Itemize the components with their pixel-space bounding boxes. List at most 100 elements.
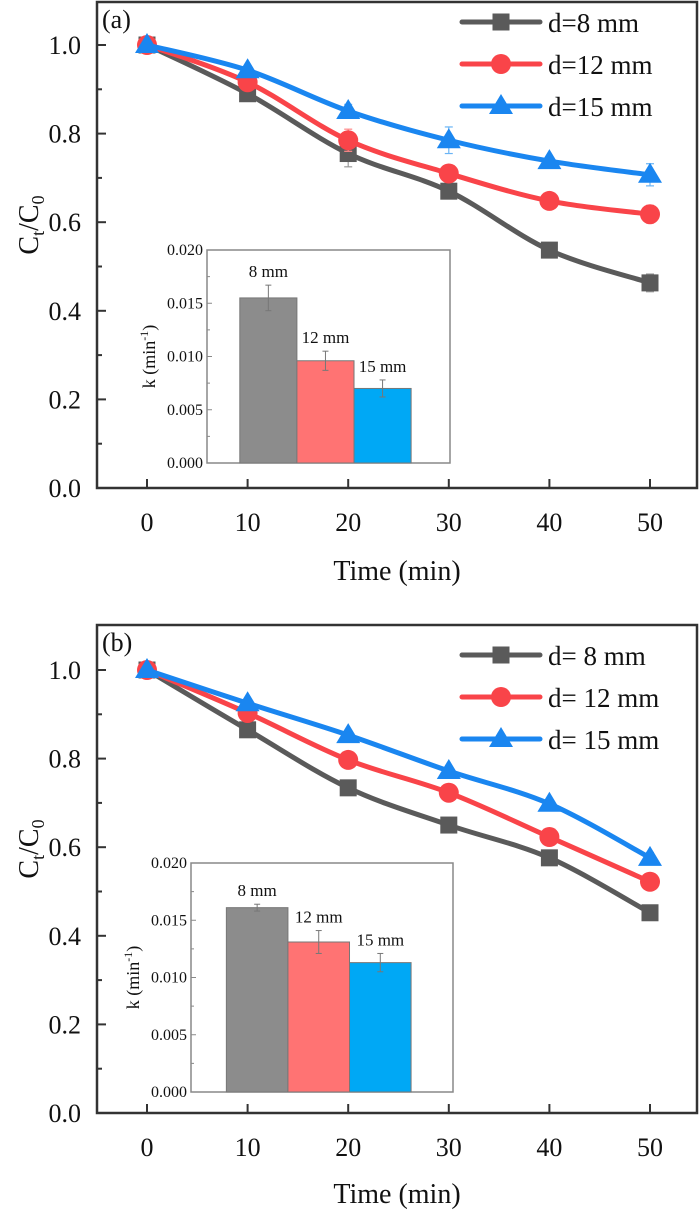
legend-marker-circle [491,54,511,74]
data-point-square [540,849,558,867]
series-triangle [135,658,662,866]
x-axis-title: Time (min) [333,556,460,587]
series-line [146,667,652,885]
y-axis-title-sub-0: 0 [28,195,48,204]
inset-bar [296,360,355,464]
data-point-circle [539,190,560,211]
plot-frame [95,623,699,1115]
inset-y-tick-label: 0.010 [151,970,187,987]
data-point-square [540,241,558,259]
data-point-triangle [638,845,662,866]
x-tick-label: 0 [141,508,154,537]
inset-y-axis-title-close: ) [139,325,160,331]
data-point-triangle [537,149,562,170]
data-point-circle [640,871,660,892]
legend-label: d= 15 mm [548,725,659,755]
y-axis-title: Ct/C0 [14,819,48,878]
y-tick-label: 0.2 [49,1010,82,1039]
legend-marker-square [492,646,510,664]
y-tick-label: 0.8 [49,120,82,149]
data-point-square [440,816,458,834]
y-axis-title-slash: /C [14,204,45,230]
legend-marker-square [492,13,510,31]
data-point-triangle [235,691,260,712]
legend-label: d= 8 mm [548,641,646,671]
inset-bar [349,962,412,1093]
inset-y-tick-label: 0.005 [167,402,203,419]
inset-y-tick-label: 0.010 [167,349,203,366]
inset-y-axis-title: k (min-1) [121,946,144,1010]
y-axis-title-c: C [14,860,45,879]
legend-label: d=12 mm [548,50,652,80]
x-tick-label: 10 [235,1133,261,1162]
inset-y-axis-title-sup: -1 [137,331,151,341]
y-tick-label: 0.8 [49,745,82,774]
y-tick-label: 0.6 [49,833,82,862]
x-tick-label: 20 [335,508,361,537]
inset-y-tick-label: 0.005 [151,1027,187,1044]
legend-marker-circle [491,687,511,707]
inset-bar-chart: 0.000 0.005 0.010 0.015 0.020 k (min-1) 8 mm 12… [121,855,454,1101]
series-line [145,667,652,915]
inset-bar-label: 12 mm [295,908,343,927]
inset-y-tick-label: 0.015 [167,295,203,312]
panel-b: 0 10 20 30 40 50 0.0 0.2 0.4 0.6 0.8 1.0 Time (min) C… [14,623,699,1210]
inset-bar [225,907,289,1093]
x-tick-label: 10 [235,508,261,537]
x-tick-label: 30 [436,508,462,537]
x-tick-label: 50 [637,508,663,537]
y-axis-title-sub-0: 0 [28,819,48,828]
series-line [145,42,651,286]
y-tick-label: 0.0 [49,474,82,503]
panel-a: 0 10 20 30 40 50 0.0 0.2 0.4 0.6 0.8 1.0 Time (min) C… [14,0,699,587]
inset-y-axis-title-text: k (min [123,962,144,1010]
x-tick-label: 20 [335,1133,361,1162]
inset-y-tick-label: 0.000 [167,455,203,472]
data-point-circle [438,782,459,803]
inset-bar-label: 15 mm [359,357,407,376]
data-point-circle [438,163,459,184]
y-tick-label: 0.0 [49,1099,82,1128]
legend: d=8 mm d=12 mm d=15 mm [459,8,652,122]
inset-bar-label: 8 mm [249,262,288,281]
data-point-triangle [336,99,361,120]
legend-marker-triangle [489,727,513,747]
data-point-square [641,904,659,922]
data-point-circle [338,130,359,151]
inset-y-axis-title-close: ) [123,946,144,952]
legend-marker-triangle [489,94,513,114]
y-axis-title-slash: /C [14,828,45,854]
y-tick-label: 0.4 [49,922,82,951]
x-tick-label: 30 [436,1133,462,1162]
y-tick-label: 1.0 [49,31,82,60]
data-point-triangle [537,791,562,812]
legend: d= 8 mm d= 12 mm d= 15 mm [459,641,659,755]
x-tick-label: 40 [536,1133,562,1162]
inset-y-axis-title-text: k (min [139,341,160,389]
data-point-square [641,274,659,292]
y-axis-title: Ct/C0 [14,195,48,254]
series-line [146,42,651,178]
inset-bar [287,941,351,1093]
x-tick-label: 0 [141,1133,154,1162]
inset-y-axis-title: k (min-1) [137,325,160,389]
y-tick-label: 0.4 [49,297,82,326]
legend-label: d=8 mm [548,8,639,38]
data-point-triangle [436,128,461,149]
data-point-triangle [135,33,159,53]
data-point-circle [539,827,560,848]
data-point-square [339,779,357,797]
data-point-circle [338,749,359,770]
x-axis-title: Time (min) [333,1179,460,1210]
inset-bar-label: 8 mm [238,881,277,900]
data-point-square [440,182,458,200]
y-axis-title-sub-t: t [28,855,48,860]
inset-y-tick-label: 0.020 [151,855,187,872]
y-tick-label: 1.0 [49,656,82,685]
x-tick-label: 50 [637,1133,663,1162]
plot-frame [95,0,699,490]
series-circle [137,660,660,892]
inset-bar-chart: 0.000 0.005 0.010 0.015 0.020 k (min-1) 8 mm 12… [137,242,451,472]
panel-label: (a) [102,5,131,34]
